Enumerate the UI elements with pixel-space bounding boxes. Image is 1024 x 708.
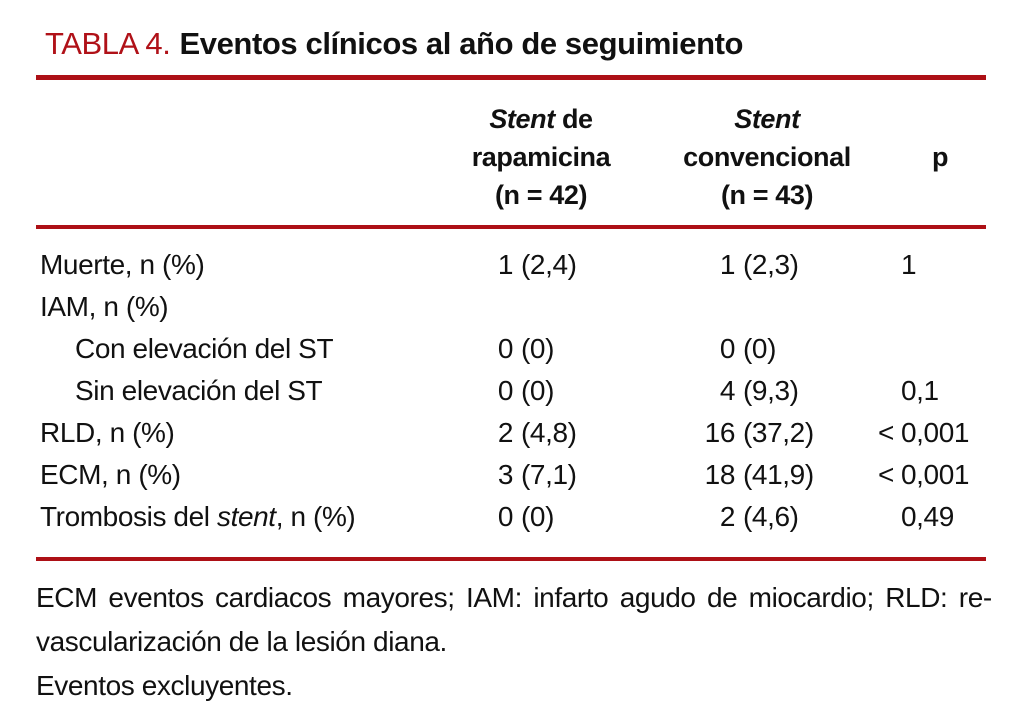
header-line-2: convencional [683,142,851,172]
table-row-iam: IAM, n (%) [0,286,1024,328]
table-footnotes: ECM eventos cardiacos mayores; IAM: infa… [36,576,992,708]
column-header-convencional: Stent convencional (n = 43) [662,100,872,214]
header-line-3: (n = 42) [494,180,588,210]
table-body: Muerte, n (%) 1 (2,4) 1 (2,3) 1 IAM, n (… [0,244,1024,538]
table-row-con-elevacion: Con elevación del ST 0 (0) 0 (0) [0,328,1024,370]
table-row-trombosis: Trombosis del stent, n (%) 0 (0) 2 (4,6)… [0,496,1024,538]
p-prefix: < [878,417,894,448]
convencional-count: 1 [719,249,736,280]
footnote-exclusions: Eventos excluyentes. [36,670,293,701]
row-label: RLD, n (%) [40,417,175,448]
rapamicina-percent: (7,1) [521,459,577,490]
table-row-rld: RLD, n (%) 2 (4,8) 16 (37,2) < 0,001 [0,412,1024,454]
header-line-3: (n = 43) [720,180,814,210]
row-label: Trombosis del stent, n (%) [40,501,356,532]
stent-italic-word: Stent [734,104,800,134]
p-prefix: < [878,459,894,490]
top-rule [36,75,986,80]
row-label: IAM, n (%) [40,291,169,322]
convencional-percent: (41,9) [743,459,814,490]
header-line-1: Stent [662,100,872,138]
header-rule [36,225,986,229]
rapamicina-percent: (2,4) [521,249,577,280]
p-value: 0,1 [901,375,939,406]
column-header-rapamicina: Stent de rapamicina (n = 42) [436,100,646,214]
convencional-count: 4 [719,375,736,406]
table-row-sin-elevacion: Sin elevación del ST 0 (0) 4 (9,3) 0,1 [0,370,1024,412]
footnote-abbreviations-line2: vascularización de la lesión diana. [36,626,447,657]
p-value: 1 [901,249,917,280]
table-row-ecm: ECM, n (%) 3 (7,1) 18 (41,9) < 0,001 [0,454,1024,496]
rapamicina-percent: (0) [521,501,555,532]
header-line-2: rapamicina [471,142,611,172]
convencional-percent: (0) [743,333,777,364]
convencional-count: 18 [704,459,736,490]
rapamicina-count: 0 [497,501,514,532]
rapamicina-count: 0 [497,375,514,406]
footnote-abbreviations-line1: ECM eventos cardiacos mayores; IAM: infa… [36,582,992,613]
convencional-percent: (37,2) [743,417,814,448]
table-row-muerte: Muerte, n (%) 1 (2,4) 1 (2,3) 1 [0,244,1024,286]
rapamicina-count: 0 [497,333,514,364]
rapamicina-percent: (0) [521,333,555,364]
row-label: Sin elevación del ST [75,375,323,406]
convencional-count: 0 [719,333,736,364]
column-header-p: p [931,142,949,172]
rapamicina-count: 3 [497,459,514,490]
convencional-percent: (9,3) [743,375,799,406]
p-value: 0,001 [901,417,970,448]
rapamicina-count: 1 [497,249,514,280]
convencional-count: 16 [704,417,736,448]
table-title: TABLA 4. Eventos clínicos al año de segui… [45,26,743,62]
row-label: Con elevación del ST [75,333,334,364]
rapamicina-percent: (0) [521,375,555,406]
convencional-count: 2 [719,501,736,532]
header-line-1: Stent de [436,100,646,138]
convencional-percent: (4,6) [743,501,799,532]
rapamicina-count: 2 [497,417,514,448]
header-roman-word: de [554,104,593,134]
bottom-rule [36,557,986,561]
stent-italic-word: Stent [489,104,555,134]
table-number-label: TABLA 4. [45,26,171,61]
row-label: ECM, n (%) [40,459,181,490]
p-value: 0,49 [901,501,954,532]
convencional-percent: (2,3) [743,249,799,280]
table-title-text: Eventos clínicos al año de seguimiento [179,26,744,61]
rapamicina-percent: (4,8) [521,417,577,448]
row-label: Muerte, n (%) [40,249,205,280]
p-value: 0,001 [901,459,970,490]
